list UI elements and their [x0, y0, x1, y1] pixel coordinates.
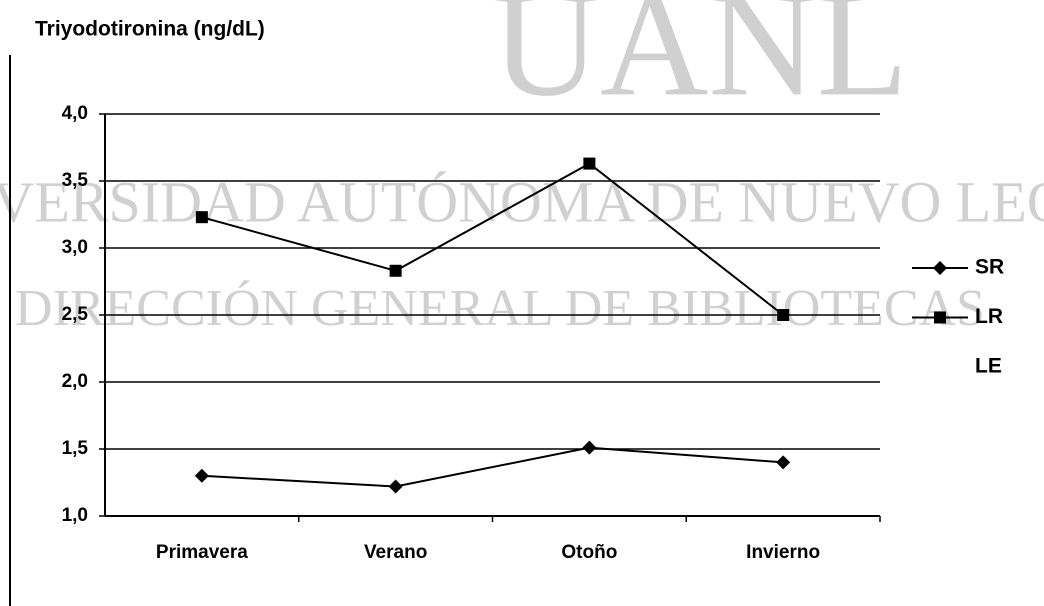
x-tick-label: Otoño: [561, 542, 617, 563]
y-tick-label: 1,0: [62, 505, 88, 526]
legend-label: LR: [975, 305, 1003, 328]
y-tick-label: 4,0: [62, 103, 88, 124]
y-tick-label: 3,5: [62, 170, 89, 191]
series-line: [201, 446, 784, 488]
marker: [933, 261, 947, 275]
marker: [582, 440, 597, 455]
marker: [777, 309, 790, 321]
chart-title: Triyodotironina (ng/dL): [35, 18, 265, 41]
y-tick-label: 1,5: [62, 438, 89, 459]
x-tick-label: Invierno: [746, 542, 820, 563]
watermark-line: DIRECCIÓN GENERAL DE BIBLIOTECAS: [15, 279, 985, 337]
marker: [389, 264, 402, 277]
x-tick-label: Primavera: [156, 542, 248, 563]
marker: [388, 479, 403, 494]
marker: [583, 157, 596, 170]
legend-label: SR: [975, 256, 1004, 279]
marker: [776, 455, 791, 470]
marker: [194, 468, 209, 483]
x-tick-label: Verano: [364, 542, 427, 563]
y-tick-label: 2,5: [62, 304, 89, 325]
marker: [195, 211, 208, 224]
watermark-logo: UANL: [492, 0, 909, 127]
y-tick-label: 3,0: [62, 237, 88, 258]
marker: [934, 311, 946, 324]
y-tick-label: 2,0: [62, 371, 88, 392]
legend-label: LE: [975, 355, 1002, 378]
series-line: [201, 162, 784, 316]
